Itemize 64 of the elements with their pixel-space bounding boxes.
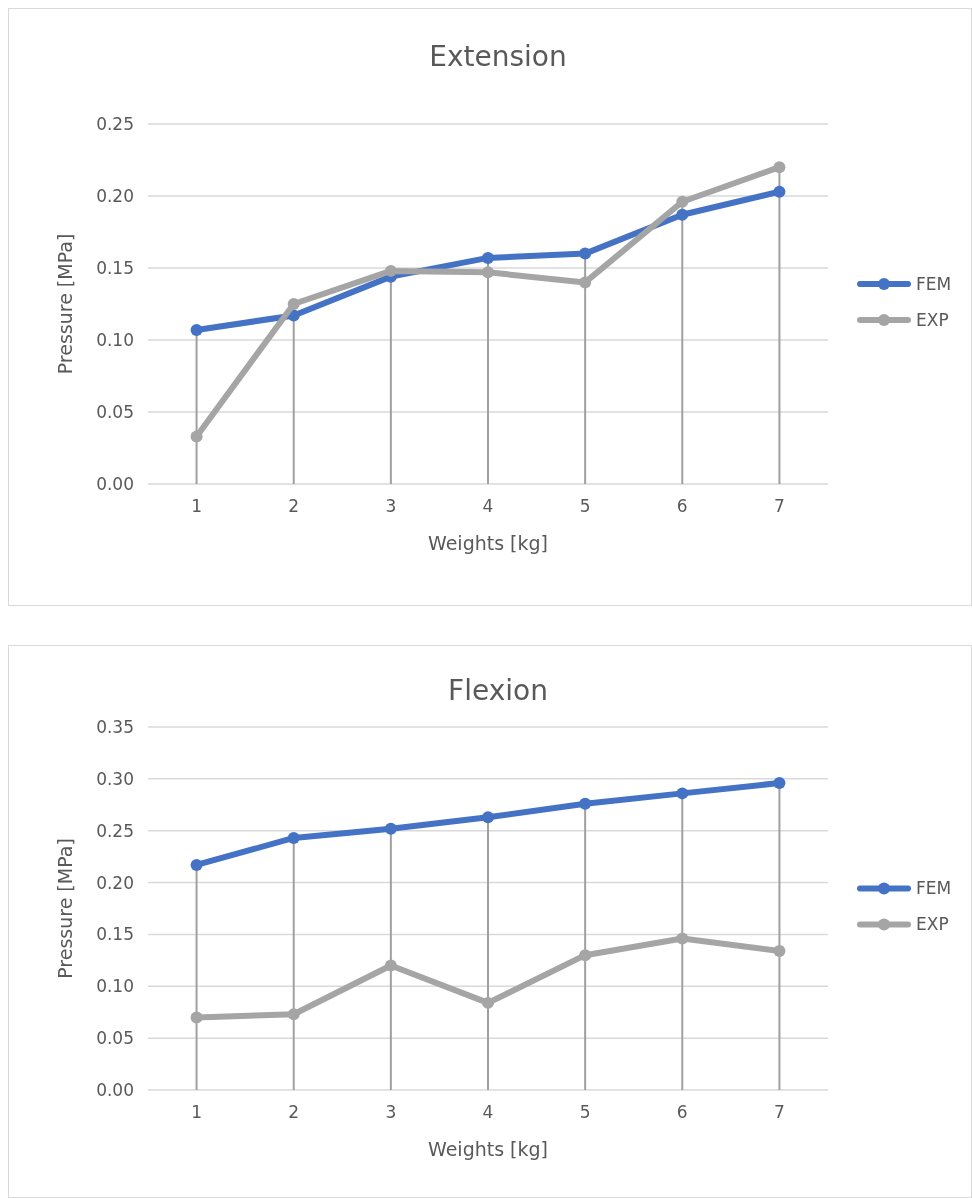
point: [482, 996, 494, 1009]
point: [579, 276, 592, 289]
x-tick-label: 7: [774, 496, 785, 516]
y-tick-label: 0.10: [96, 329, 134, 350]
legend-label: EXP: [916, 309, 949, 330]
x-tick-label: 1: [191, 1102, 202, 1122]
point: [482, 251, 494, 264]
point: [676, 932, 689, 945]
legend-label: FEM: [916, 273, 952, 294]
x-axis-title: Weights [kg]: [427, 532, 549, 554]
y-tick-label: 0.25: [96, 820, 134, 841]
chart-title: Extension: [429, 40, 567, 73]
y-tick-label: 0.35: [96, 716, 134, 737]
y-tick-label: 0.15: [96, 924, 134, 945]
y-axis-title: Pressure [MPa]: [54, 838, 76, 979]
point: [482, 266, 494, 279]
point: [287, 831, 300, 844]
point: [190, 1011, 203, 1024]
point: [190, 323, 203, 336]
point: [579, 949, 592, 962]
x-tick-label: 2: [288, 496, 300, 516]
point: [773, 945, 786, 958]
x-tick-label: 3: [385, 496, 397, 516]
point: [482, 811, 494, 824]
x-tick-label: 4: [482, 1102, 494, 1122]
x-tick-label: 1: [191, 496, 202, 516]
point: [579, 797, 592, 810]
point: [676, 208, 689, 221]
x-tick-label: 6: [676, 496, 688, 516]
legend-label: FEM: [916, 878, 952, 899]
y-tick-label: 0.00: [96, 1079, 134, 1100]
point: [384, 264, 397, 277]
x-axis-title: Weights [kg]: [427, 1138, 549, 1160]
x-tick-label: 6: [676, 1102, 688, 1122]
x-tick-label: 4: [482, 496, 494, 516]
y-tick-label: 0.00: [96, 473, 134, 494]
chart-title: Flexion: [448, 674, 548, 707]
y-tick-label: 0.30: [96, 768, 134, 789]
point: [190, 858, 203, 871]
y-tick-label: 0.15: [96, 257, 134, 278]
y-tick-label: 0.10: [96, 976, 134, 997]
x-tick-label: 7: [774, 1102, 785, 1122]
x-tick-label: 3: [385, 1102, 397, 1122]
y-tick-label: 0.05: [96, 1028, 134, 1049]
y-axis-title: Pressure [MPa]: [54, 233, 76, 375]
y-tick-label: 0.25: [96, 113, 134, 134]
point: [579, 247, 592, 260]
point: [773, 777, 786, 790]
y-tick-label: 0.20: [96, 185, 134, 206]
point: [384, 959, 397, 972]
x-tick-label: 2: [288, 1102, 300, 1122]
point: [676, 787, 689, 800]
point: [773, 161, 786, 174]
x-tick-label: 5: [579, 1102, 591, 1122]
point: [676, 195, 689, 208]
y-tick-label: 0.20: [96, 872, 134, 893]
point: [287, 298, 300, 310]
point: [384, 822, 397, 835]
legend-label: EXP: [916, 914, 949, 935]
point: [287, 1008, 300, 1021]
x-tick-label: 5: [579, 496, 591, 516]
point: [190, 430, 203, 443]
point: [773, 185, 786, 198]
y-tick-label: 0.05: [96, 401, 134, 422]
